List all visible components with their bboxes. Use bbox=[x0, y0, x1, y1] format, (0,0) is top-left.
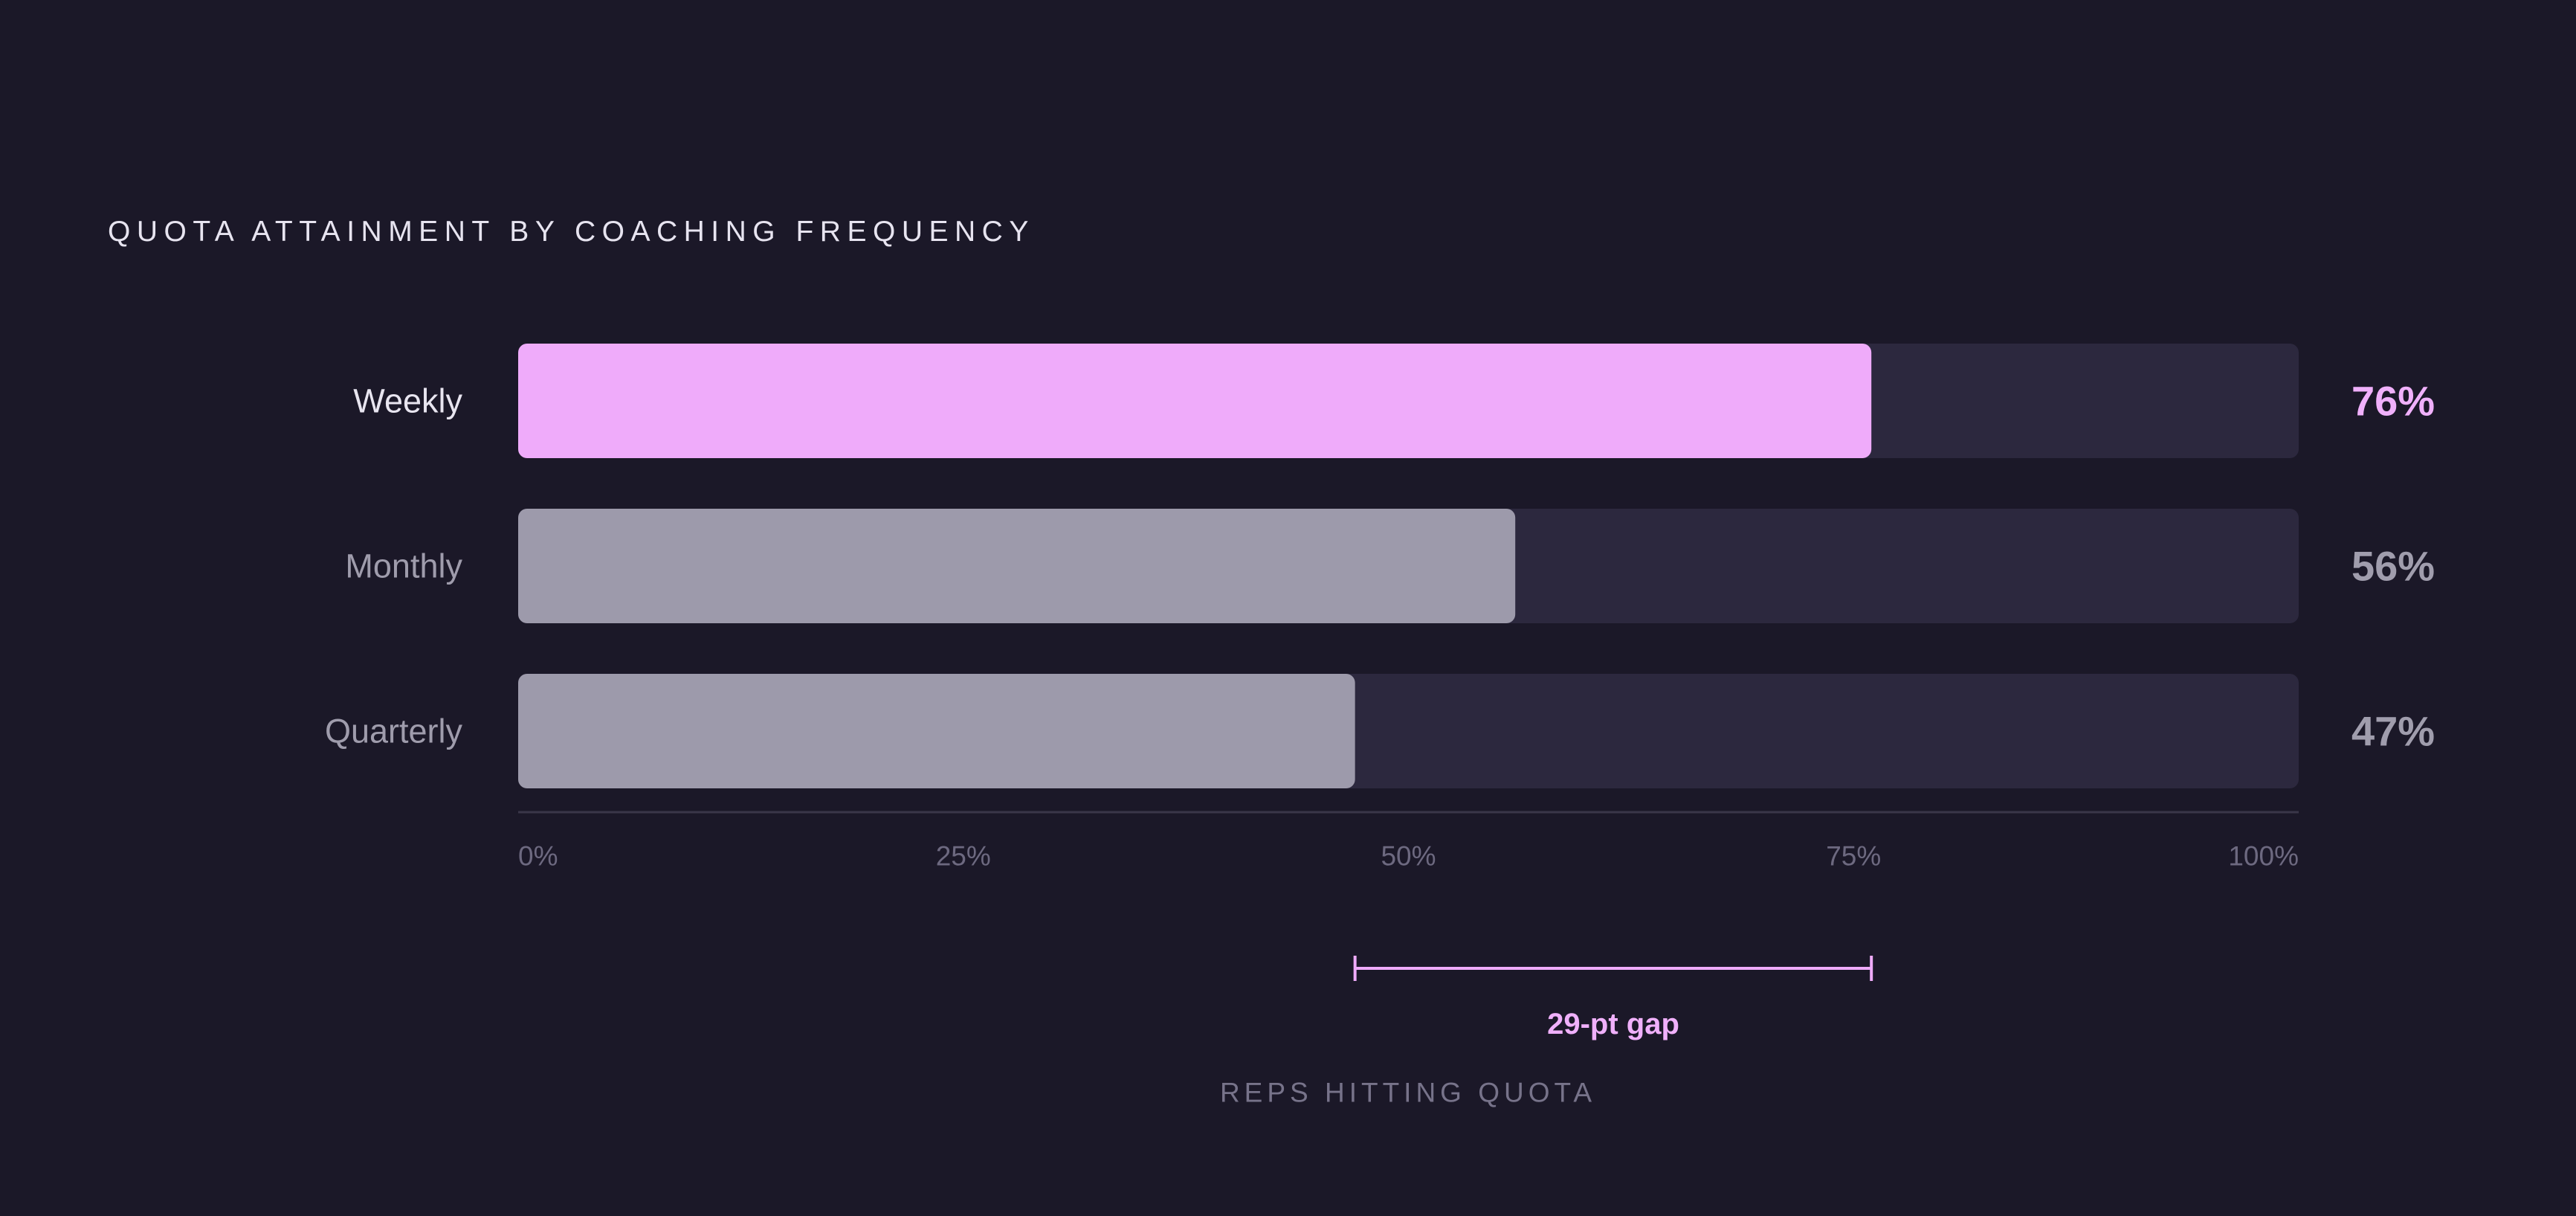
bar-quarterly bbox=[518, 674, 1355, 788]
bar-weekly bbox=[518, 344, 1872, 458]
x-axis-title: REPS HITTING QUOTA bbox=[1220, 1078, 1596, 1108]
value-label: 56% bbox=[2351, 543, 2435, 590]
tick-label: 0% bbox=[518, 841, 558, 872]
category-label: Monthly bbox=[345, 547, 462, 585]
tick-label: 25% bbox=[936, 841, 991, 872]
category-label: Quarterly bbox=[325, 712, 463, 750]
value-label: 47% bbox=[2351, 708, 2435, 755]
category-label: Weekly bbox=[353, 382, 462, 420]
value-label: 76% bbox=[2351, 378, 2435, 425]
tick-label: 100% bbox=[2228, 841, 2299, 872]
bar-monthly bbox=[518, 509, 1516, 623]
tick-label: 75% bbox=[1826, 841, 1881, 872]
gap-annotation-label: 29-pt gap bbox=[1547, 1008, 1679, 1040]
chart-title: QUOTA ATTAINMENT BY COACHING FREQUENCY bbox=[108, 216, 1035, 248]
tick-label: 50% bbox=[1381, 841, 1436, 872]
